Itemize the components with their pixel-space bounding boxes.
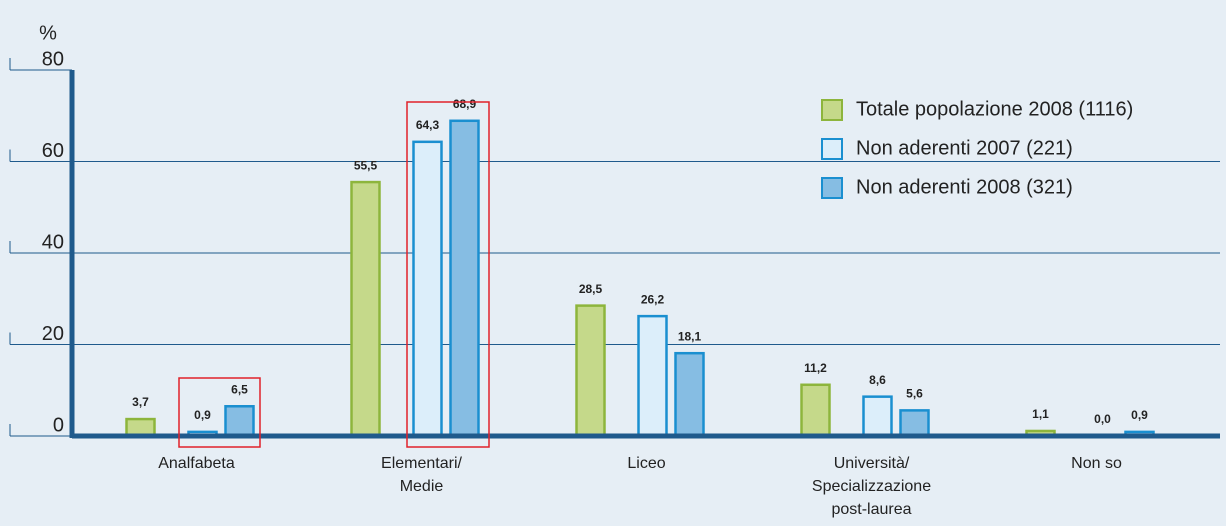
value-label: 11,2 — [804, 361, 827, 375]
x-tick-label: Medie — [400, 478, 444, 495]
value-label: 55,5 — [354, 158, 378, 172]
value-label: 18,1 — [678, 329, 702, 343]
value-label: 0,0 — [1094, 412, 1111, 426]
legend-swatch — [821, 177, 843, 199]
value-label: 64,3 — [416, 118, 440, 132]
bar — [125, 417, 156, 438]
y-axis-label: % — [39, 22, 57, 44]
x-tick-label: Elementari/ — [381, 455, 462, 472]
y-tick-label: 60 — [42, 140, 64, 162]
value-label: 28,5 — [579, 282, 603, 296]
value-label: 5,6 — [906, 387, 923, 401]
bar — [800, 383, 831, 438]
bar — [350, 180, 381, 438]
value-label: 6,5 — [231, 382, 248, 396]
x-tick-label: Liceo — [627, 455, 665, 472]
bar — [449, 119, 480, 438]
legend-swatch — [821, 138, 843, 160]
x-tick-label: Analfabeta — [158, 455, 235, 472]
value-label: 0,9 — [1131, 408, 1148, 422]
bar — [637, 314, 668, 438]
y-tick-label: 80 — [42, 48, 64, 70]
legend-label: Non aderenti 2007 (221) — [856, 137, 1073, 159]
highlight-box — [178, 377, 261, 448]
bar — [412, 140, 443, 438]
y-tick-label: 40 — [42, 231, 64, 253]
plot: 0 20 40 60 80 Analfabeta 3,7 0,9 6,5 Elementari/M… — [9, 48, 1220, 518]
bar — [575, 304, 606, 438]
bar — [224, 405, 255, 438]
value-label: 26,2 — [641, 292, 665, 306]
bar — [674, 351, 705, 438]
x-tick-label: Università/ — [834, 455, 910, 472]
highlight-box — [406, 101, 490, 448]
bar — [899, 409, 930, 438]
value-label: 1,1 — [1032, 407, 1049, 421]
value-label: 8,6 — [869, 373, 886, 387]
x-tick-label: post-laurea — [831, 501, 911, 518]
legend-label: Non aderenti 2008 (321) — [856, 176, 1073, 198]
x-tick-label: Non so — [1071, 455, 1122, 472]
legend-swatch — [821, 99, 843, 121]
x-tick-label: Specializzazione — [812, 478, 931, 495]
y-tick-label: 20 — [42, 323, 64, 345]
value-label: 68,9 — [453, 97, 477, 111]
bar — [862, 395, 893, 438]
y-tick-label: 0 — [53, 414, 64, 436]
value-label: 3,7 — [132, 395, 149, 409]
legend-label: Totale popolazione 2008 (1116) — [856, 98, 1133, 120]
value-label: 0,9 — [194, 408, 211, 422]
